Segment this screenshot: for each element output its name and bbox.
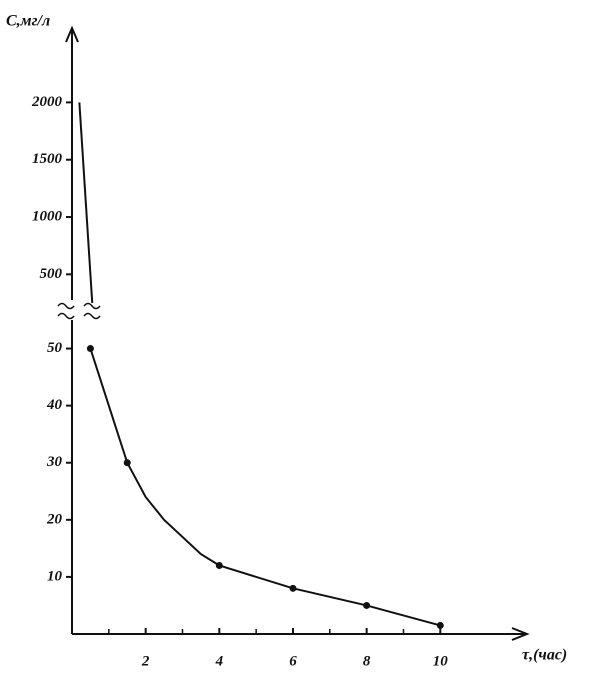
data-point — [436, 621, 444, 629]
curve — [89, 348, 441, 627]
x-tick-label: 6 — [289, 653, 297, 669]
y-tick-label: 1000 — [32, 208, 63, 224]
y-tick-label: 10 — [47, 568, 63, 584]
y-tick-label: 40 — [46, 397, 63, 413]
y-tick-label: 500 — [40, 266, 63, 282]
x-tick-label: 10 — [433, 653, 449, 669]
y-axis-label: С,мг/л — [6, 13, 50, 30]
x-tick-label: 8 — [363, 653, 371, 669]
data-point — [215, 561, 223, 569]
x-arrow — [511, 627, 530, 641]
upper-line — [78, 102, 94, 304]
data-point — [289, 584, 297, 592]
data-point — [86, 345, 94, 353]
y-tick-label: 30 — [46, 454, 63, 470]
x-tick-label: 4 — [215, 653, 224, 669]
y-arrow — [65, 25, 79, 43]
x-axis-label: τ,(час) — [522, 647, 567, 664]
x-tick-label: 2 — [141, 653, 150, 669]
y-tick-label: 2000 — [31, 94, 63, 110]
axis-break — [57, 302, 101, 320]
y-tick-label: 50 — [47, 340, 63, 356]
data-point — [123, 459, 131, 467]
y-tick-label: 20 — [46, 511, 63, 527]
y-tick-label: 1500 — [32, 151, 63, 167]
data-point — [363, 601, 371, 609]
